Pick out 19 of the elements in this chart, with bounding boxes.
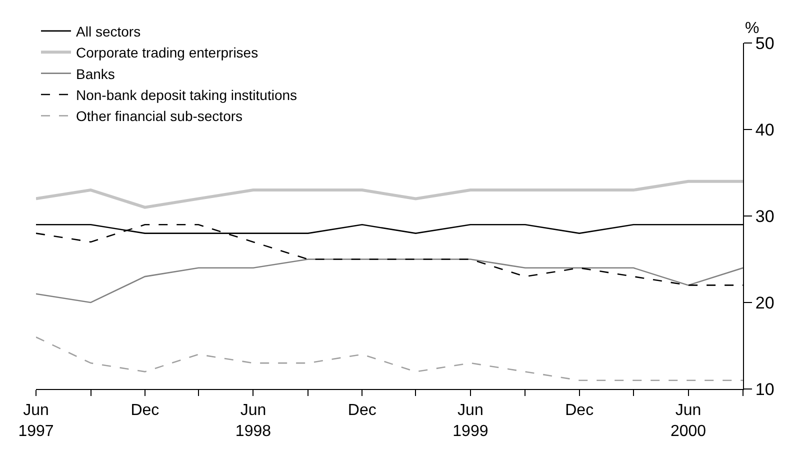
x-tick-label: Dec — [565, 402, 594, 420]
x-tick-label: Jun 1998 — [235, 402, 272, 440]
x-tick-label: Jun 1997 — [18, 402, 54, 440]
y-tick-label: 20 — [755, 293, 774, 312]
x-tick-label: Dec — [130, 402, 160, 420]
legend-label: Non-bank deposit taking institutions — [76, 86, 298, 103]
line-series — [36, 336, 743, 381]
line-series — [36, 258, 743, 304]
line-series — [36, 180, 743, 209]
y-tick-label: 40 — [755, 120, 774, 140]
legend-label: All sectors — [76, 23, 141, 40]
y-tick-label: 30 — [755, 206, 774, 226]
x-tick-label: Jun 1999 — [452, 402, 488, 440]
legend-label: Corporate trading enterprises — [76, 44, 258, 61]
legend-label: Other financial sub-sectors — [76, 108, 243, 124]
x-tick-label: Jun 2000 — [670, 402, 706, 440]
legend-label: Banks — [76, 66, 115, 82]
x-tick-label: Dec — [348, 402, 376, 420]
y-tick-label: 10 — [755, 380, 774, 399]
